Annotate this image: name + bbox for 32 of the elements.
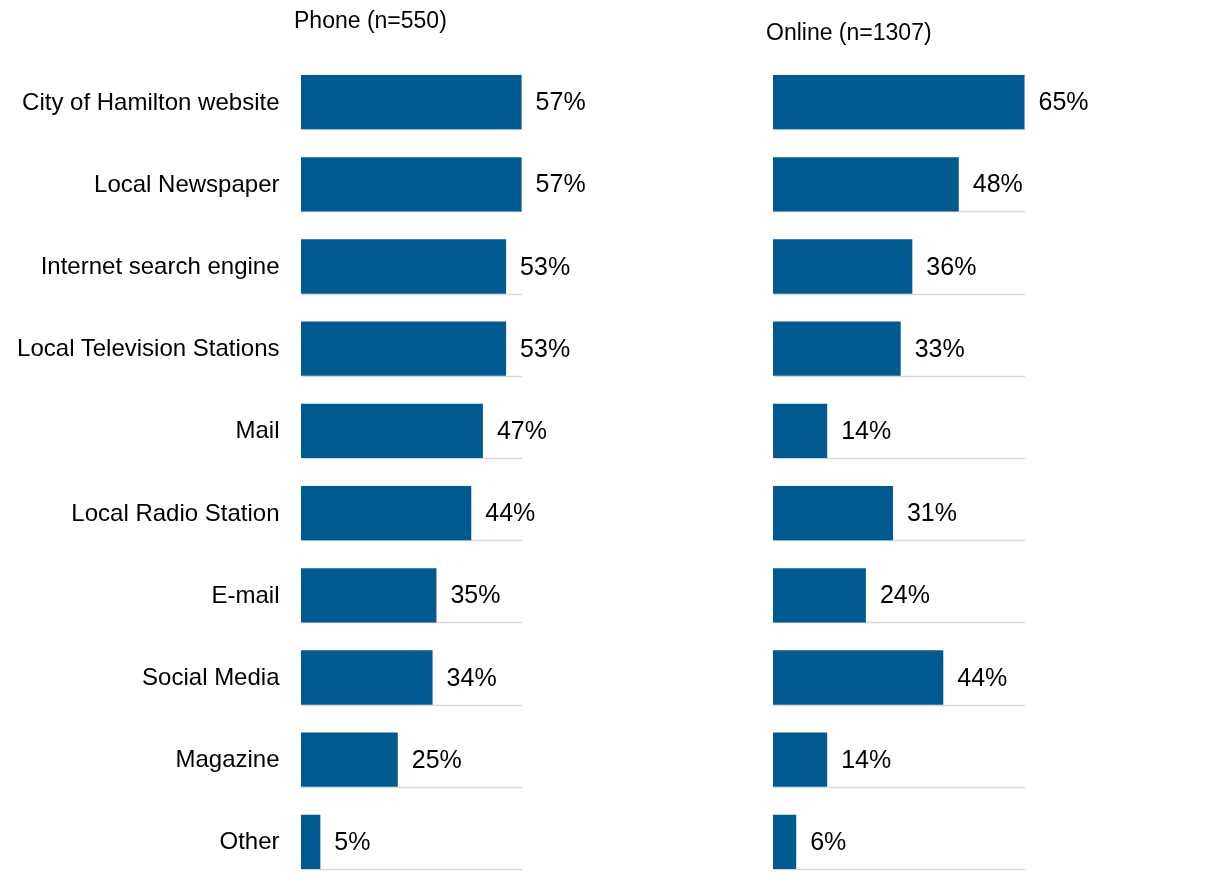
data-label: 33% (914, 333, 965, 362)
data-label: 44% (957, 662, 1008, 691)
data-label: 48% (972, 169, 1023, 198)
data-label: 44% (485, 498, 536, 527)
data-label: 53% (520, 333, 571, 362)
data-label: 5% (334, 826, 371, 855)
data-label: 6% (810, 826, 847, 855)
y-tick-label: Other (219, 827, 280, 855)
y-tick-label: Local Television Stations (17, 334, 280, 362)
data-label: 34% (446, 662, 497, 691)
data-label: 14% (841, 744, 892, 773)
y-tick-label: Magazine (175, 745, 280, 773)
data-label: 53% (520, 251, 571, 280)
y-tick-label: Social Media (142, 663, 281, 690)
data-label: 57% (535, 169, 586, 198)
y-tick-label: Local Radio Station (71, 498, 280, 526)
data-label: 25% (411, 744, 462, 773)
chart-title: Phone (n=550) (294, 7, 447, 33)
data-label: 14% (841, 415, 892, 444)
y-tick-label: Internet search engine (40, 252, 280, 279)
y-tick-label: Local Newspaper (94, 169, 280, 197)
data-label: 36% (926, 251, 977, 280)
data-label: 47% (496, 415, 547, 444)
data-label: 24% (879, 580, 930, 609)
y-tick-label: E-mail (211, 580, 280, 608)
data-label: 35% (450, 580, 501, 609)
data-label: 65% (1038, 87, 1089, 116)
data-label: 31% (906, 498, 958, 527)
chart-title: Online (n=1307) (766, 19, 932, 45)
data-label: 57% (535, 87, 586, 116)
y-tick-label: City of Hamilton website (22, 87, 280, 115)
y-tick-label: Mail (235, 416, 280, 444)
